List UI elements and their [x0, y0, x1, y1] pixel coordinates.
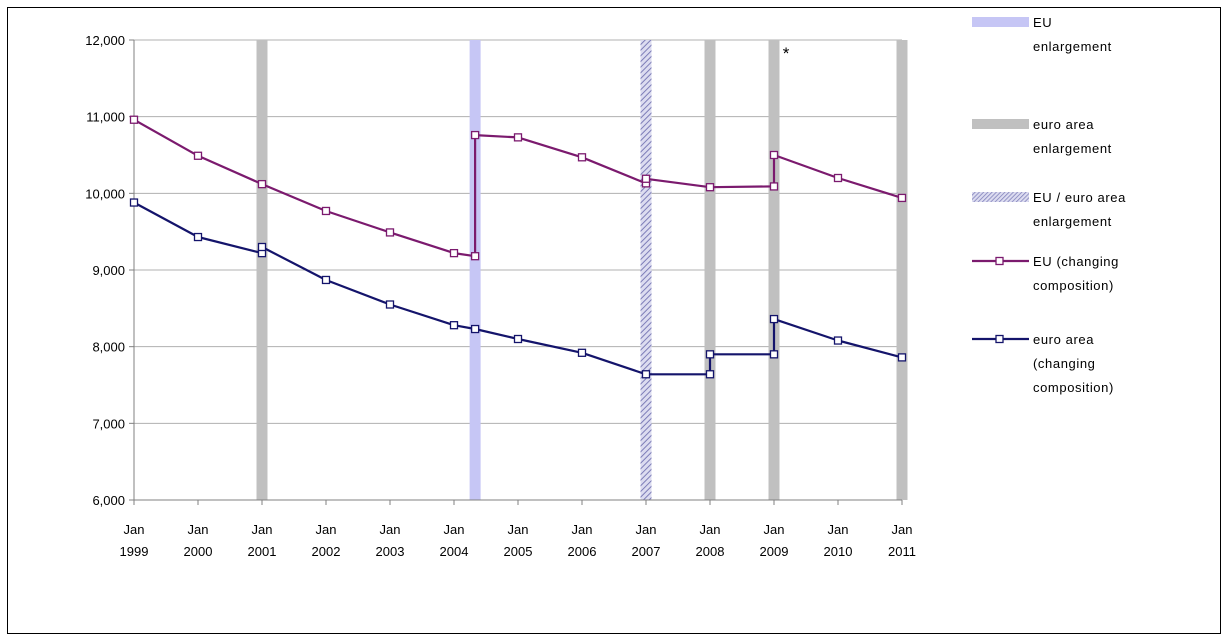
x-tick-label-year-1: 2000 [184, 544, 213, 559]
series-1-point-3 [257, 242, 267, 252]
x-tick-label-year-9: 2008 [696, 544, 725, 559]
legend-label-2-1: enlargement [1033, 214, 1112, 229]
series-0-point-15 [833, 173, 843, 183]
series-0-point-0 [129, 115, 139, 124]
tick-labels: 6,000 7,000 8,000 9,000 10,000 11,000 12,000 Ja… [85, 33, 916, 559]
series-0-point-14 [769, 150, 779, 160]
x-tick-label-month-5: Jan [444, 522, 465, 537]
series-1-point-4 [321, 275, 331, 285]
legend-label-4-0: euro area [1033, 332, 1094, 347]
legend-label-4-1: (changing [1033, 356, 1096, 371]
series-1-point-0 [129, 198, 139, 207]
y-tick-label-6: 12,000 [85, 33, 125, 48]
legend-label-0-0: EU [1033, 15, 1052, 30]
x-tick-label-year-5: 2004 [440, 544, 469, 559]
series-1-point-7 [470, 324, 480, 334]
x-tick-label-month-12: Jan [892, 522, 913, 537]
x-tick-label-year-7: 2006 [568, 544, 597, 559]
series-1-point-10 [641, 370, 651, 379]
series-1-point-9 [577, 348, 587, 357]
legend-marker-3 [995, 256, 1004, 266]
series-1-point-5 [385, 300, 395, 309]
series-0-point-6 [470, 252, 480, 261]
series-0-point-3 [321, 206, 331, 216]
annotation-asterisk: * [783, 44, 790, 63]
series-1-point-14 [769, 314, 779, 324]
series-1-point-1 [193, 232, 203, 242]
y-tick-label-1: 7,000 [92, 416, 125, 431]
legend-label-3-1: composition) [1033, 278, 1114, 293]
series-1-point-15 [833, 336, 843, 345]
band-eu-1 [469, 40, 481, 500]
series-1-point-13 [769, 350, 779, 359]
y-tick-label-2: 8,000 [92, 340, 125, 355]
series-0-point-12 [705, 183, 715, 192]
y-tick-label-4: 10,000 [85, 186, 125, 201]
series-layer [129, 115, 907, 379]
series-1-point-16 [897, 353, 907, 362]
legend-swatch-2 [972, 192, 1029, 202]
band-euro_area-3 [704, 40, 716, 500]
legend-label-0-1: enlargement [1033, 39, 1112, 54]
x-tick-label-year-6: 2005 [504, 544, 533, 559]
series-0-point-5 [449, 248, 459, 258]
series-line-1 [133, 201, 903, 376]
legend-label-1-1: enlargement [1033, 141, 1112, 156]
x-tick-label-month-3: Jan [316, 522, 337, 537]
enlargement-bands [256, 40, 908, 500]
y-tick-label-5: 11,000 [86, 110, 125, 125]
legend-swatch-0 [972, 17, 1029, 27]
series-0-point-4 [385, 228, 395, 237]
legend-label-1-0: euro area [1033, 117, 1094, 132]
x-tick-label-month-9: Jan [700, 522, 721, 537]
series-1-point-8 [513, 334, 523, 344]
legend-label-2-0: EU / euro area [1033, 190, 1126, 205]
series-0-point-16 [897, 193, 907, 203]
series-0-point-11 [641, 174, 651, 183]
legend-label-4-2: composition) [1033, 380, 1114, 395]
x-tick-label-month-0: Jan [124, 522, 145, 537]
legend-label-3-0: EU (changing [1033, 254, 1119, 269]
y-tick-label-3: 9,000 [92, 263, 125, 278]
band-euro_area-4 [768, 40, 780, 500]
x-tick-label-year-8: 2007 [632, 544, 661, 559]
series-1-point-6 [449, 321, 459, 330]
y-tick-label-0: 6,000 [92, 493, 125, 508]
x-tick-label-month-7: Jan [572, 522, 593, 537]
band-euro_area-0 [256, 40, 268, 500]
series-0-point-7 [470, 130, 480, 140]
x-tick-label-month-4: Jan [380, 522, 401, 537]
x-tick-label-month-2: Jan [252, 522, 273, 537]
legend-marker-4 [995, 334, 1004, 344]
series-0-point-2 [257, 179, 267, 189]
x-tick-label-month-8: Jan [636, 522, 657, 537]
x-tick-label-year-3: 2002 [312, 544, 341, 559]
band-both-2 [640, 40, 652, 500]
series-0-point-1 [193, 151, 203, 160]
chart-frame [7, 7, 1221, 634]
x-tick-label-year-10: 2009 [760, 544, 789, 559]
band-euro_area-5 [896, 40, 908, 500]
series-1-point-12 [705, 350, 715, 359]
legend: EU enlargement euro area enlargement EU / eu… [972, 15, 1126, 395]
x-tick-label-year-11: 2010 [824, 544, 853, 559]
x-tick-label-month-11: Jan [828, 522, 849, 537]
x-tick-label-month-10: Jan [764, 522, 785, 537]
series-0-point-8 [513, 133, 523, 142]
legend-swatch-1 [972, 119, 1029, 129]
x-tick-label-month-1: Jan [188, 522, 209, 537]
axes [129, 39, 903, 505]
x-tick-label-year-12: 2011 [888, 544, 916, 559]
series-0-point-13 [769, 182, 779, 191]
gridlines [134, 39, 902, 424]
series-0-point-9 [577, 153, 587, 162]
x-tick-label-year-2: 2001 [248, 544, 277, 559]
x-tick-label-month-6: Jan [508, 522, 529, 537]
x-tick-label-year-4: 2003 [376, 544, 405, 559]
x-tick-label-year-0: 1999 [120, 544, 149, 559]
series-1-point-11 [705, 370, 715, 379]
